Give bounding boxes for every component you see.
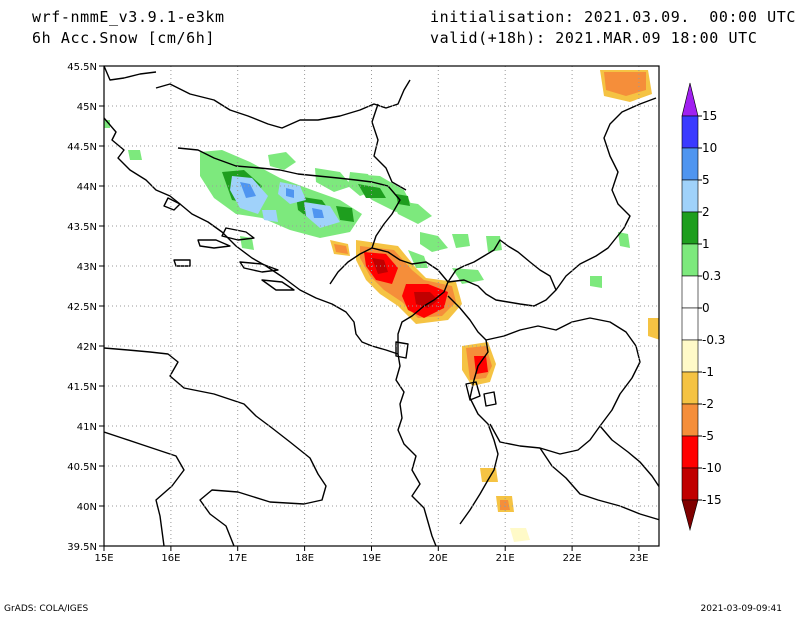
italy-coast (104, 347, 327, 546)
macedonia-border (485, 317, 641, 455)
colorbar-label: 0.3 (702, 269, 721, 283)
colorbar-swatch (681, 339, 699, 373)
snow-field (104, 70, 659, 542)
lat-label: 42N (77, 342, 97, 353)
adriatic-coast-croatia (104, 117, 399, 355)
lat-label: 45N (77, 102, 97, 113)
colorbar-swatch (681, 275, 699, 309)
montenegro-border (371, 247, 449, 354)
colorbar-swatch (681, 435, 699, 469)
lat-label: 45.5N (67, 62, 97, 73)
lake-ohrid (465, 381, 481, 401)
colorbar-label: -0.3 (702, 333, 725, 347)
island-mljet (261, 279, 295, 291)
lon-label: 17E (228, 553, 247, 564)
lon-label: 21E (496, 553, 515, 564)
colorbar-bottom-arrow (681, 499, 699, 532)
lon-label: 16E (161, 553, 180, 564)
init-time: initialisation: 2021.03.09. 00:00 UTC (430, 8, 796, 26)
colorbar-label: 10 (702, 141, 717, 155)
lake-prespa (483, 391, 497, 407)
island-krk (163, 197, 181, 211)
colorbar-swatch (681, 307, 699, 341)
lon-label: 19E (362, 553, 381, 564)
hungary-border (155, 79, 411, 129)
colorbar-swatch (681, 243, 699, 277)
colorbar-label: -10 (702, 461, 722, 475)
colorbar-label: -1 (702, 365, 714, 379)
croatia-border-north (104, 66, 157, 81)
island-hvar (197, 239, 231, 249)
lon-label: 20E (429, 553, 448, 564)
lat-label: 43N (77, 262, 97, 273)
kosovo-border (447, 239, 557, 307)
island-lastovo (173, 259, 191, 267)
serbia-bulgaria-border (555, 97, 657, 291)
colorbar-label: 0 (702, 301, 710, 315)
greece-north-coast (539, 447, 659, 521)
colorbar-swatch (681, 179, 699, 213)
colorbar-label: 1 (702, 237, 710, 251)
colorbar-top-arrow (681, 82, 699, 117)
map-frame (103, 65, 660, 547)
valid-time: valid(+18h): 2021.MAR.09 18:00 UTC (430, 29, 758, 47)
map-lines (104, 66, 659, 546)
lat-label: 43.5N (67, 222, 97, 233)
lat-labels: 45.5N 45N 44.5N 44N 43.5N 43N 42.5N 42N … (67, 62, 97, 553)
colorbar-label: -5 (702, 429, 714, 443)
lat-label: 44N (77, 182, 97, 193)
lat-label: 40.5N (67, 462, 97, 473)
model-title: wrf-nmmE_v3.9.1-e3km (32, 8, 225, 26)
island-brac (221, 227, 255, 241)
colorbar-label: 15 (702, 109, 717, 123)
lon-labels: 15E 16E 17E 18E 19E 20E 21E 22E 23E (94, 553, 648, 564)
colorbar-swatch (681, 403, 699, 437)
footer-timestamp: 2021-03-09-09:41 (700, 604, 783, 614)
axis-ticks (99, 65, 640, 551)
albania-coast (395, 353, 437, 546)
lon-label: 15E (94, 553, 113, 564)
lon-label: 18E (295, 553, 314, 564)
colorbar-swatch (681, 147, 699, 181)
colorbar-label: -2 (702, 397, 714, 411)
footer-credit: GrADS: COLA/IGES (4, 604, 89, 614)
albania-east-border (447, 295, 499, 525)
lat-label: 44.5N (67, 142, 97, 153)
colorbar-swatch (681, 211, 699, 245)
lat-label: 41N (77, 422, 97, 433)
italy-heel-coast (104, 431, 185, 546)
snow-field-paleyellow (510, 528, 530, 542)
grid-lines (104, 66, 659, 546)
colorbar-label: -15 (702, 493, 722, 507)
island-korcula (239, 261, 279, 273)
colorbar-label: 5 (702, 173, 710, 187)
lon-label: 23E (629, 553, 648, 564)
lat-label: 41.5N (67, 382, 97, 393)
lat-label: 42.5N (67, 302, 97, 313)
colorbar-label: 2 (702, 205, 710, 219)
lon-label: 22E (563, 553, 582, 564)
colorbar-swatch (681, 371, 699, 405)
colorbar: 15 10 5 2 1 0.3 0 -0.3 -1 -2 -5 -10 -15 (681, 82, 725, 532)
greece-border (599, 425, 659, 488)
lat-label: 39.5N (67, 542, 97, 553)
lake-skadar (395, 341, 409, 359)
field-title: 6h Acc.Snow [cm/6h] (32, 29, 215, 47)
map-area (104, 66, 659, 546)
lat-label: 40N (77, 502, 97, 513)
colorbar-swatch (681, 467, 699, 501)
colorbar-swatch (681, 115, 699, 149)
